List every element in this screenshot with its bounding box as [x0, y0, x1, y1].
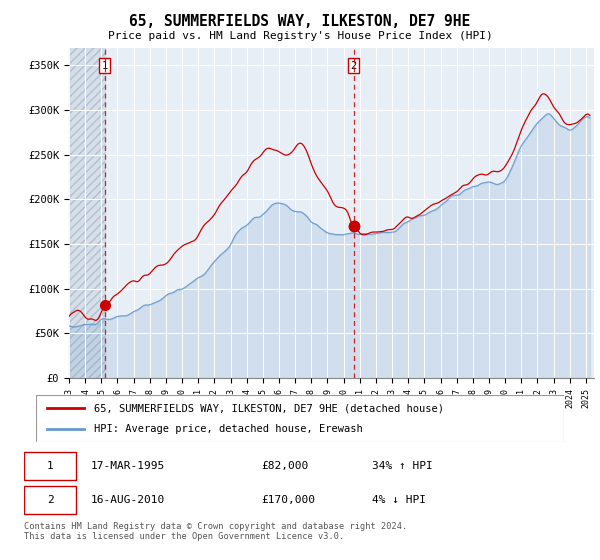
- Text: £82,000: £82,000: [262, 461, 308, 471]
- Text: HPI: Average price, detached house, Erewash: HPI: Average price, detached house, Erew…: [94, 424, 363, 434]
- Text: 2: 2: [350, 61, 357, 71]
- Text: 34% ↑ HPI: 34% ↑ HPI: [372, 461, 433, 471]
- Text: 4% ↓ HPI: 4% ↓ HPI: [372, 495, 426, 505]
- Text: Price paid vs. HM Land Registry's House Price Index (HPI): Price paid vs. HM Land Registry's House …: [107, 31, 493, 41]
- Text: 2: 2: [47, 495, 54, 505]
- Bar: [69, 48, 104, 378]
- Text: 1: 1: [101, 61, 108, 71]
- Text: 1: 1: [47, 461, 54, 471]
- Text: 17-MAR-1995: 17-MAR-1995: [90, 461, 164, 471]
- Text: £170,000: £170,000: [262, 495, 316, 505]
- Text: 65, SUMMERFIELDS WAY, ILKESTON, DE7 9HE (detached house): 65, SUMMERFIELDS WAY, ILKESTON, DE7 9HE …: [94, 403, 444, 413]
- FancyBboxPatch shape: [36, 395, 564, 442]
- Text: 65, SUMMERFIELDS WAY, ILKESTON, DE7 9HE: 65, SUMMERFIELDS WAY, ILKESTON, DE7 9HE: [130, 14, 470, 29]
- FancyBboxPatch shape: [24, 486, 76, 514]
- FancyBboxPatch shape: [24, 452, 76, 480]
- Text: Contains HM Land Registry data © Crown copyright and database right 2024.
This d: Contains HM Land Registry data © Crown c…: [24, 522, 407, 542]
- Text: 16-AUG-2010: 16-AUG-2010: [90, 495, 164, 505]
